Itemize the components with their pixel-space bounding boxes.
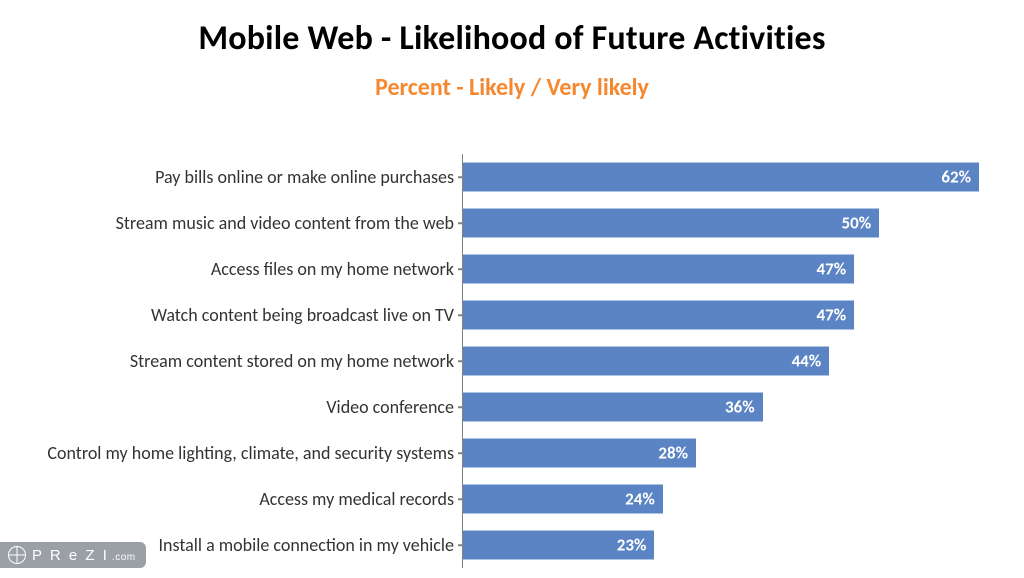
prezi-watermark: P R e Z I .com — [0, 542, 146, 568]
bar: 47% — [463, 255, 854, 284]
axis-area: 50% — [462, 200, 1004, 246]
axis-area: 36% — [462, 384, 1004, 430]
bar-value-label: 36% — [725, 397, 763, 418]
bar-value-label: 28% — [658, 443, 696, 464]
bar: 47% — [463, 301, 854, 330]
category-label: Watch content being broadcast live on TV — [0, 304, 462, 326]
bar-value-label: 47% — [817, 305, 855, 326]
bar-chart: Pay bills online or make online purchase… — [0, 154, 1004, 578]
bar: 44% — [463, 347, 829, 376]
axis-area: 62% — [462, 154, 1004, 200]
bar: 50% — [463, 209, 879, 238]
bar-value-label: 62% — [941, 167, 979, 188]
axis-area: 23% — [462, 522, 1004, 568]
bar-value-label: 47% — [817, 259, 855, 280]
chart-row: Access files on my home network 47% — [0, 246, 1004, 292]
axis-area: 28% — [462, 430, 1004, 476]
chart-subtitle: Percent - Likely / Very likely — [0, 73, 1024, 102]
category-label: Stream music and video content from the … — [0, 212, 462, 234]
bar: 24% — [463, 485, 663, 514]
category-label: Pay bills online or make online purchase… — [0, 166, 462, 188]
category-label: Access my medical records — [0, 488, 462, 510]
globe-icon — [8, 546, 26, 564]
category-label: Video conference — [0, 396, 462, 418]
bar: 62% — [463, 163, 979, 192]
bar: 23% — [463, 531, 654, 560]
category-label: Control my home lighting, climate, and s… — [0, 442, 462, 464]
bar-value-label: 50% — [842, 213, 880, 234]
chart-row: Pay bills online or make online purchase… — [0, 154, 1004, 200]
prezi-suffix: .com — [112, 552, 136, 563]
chart-row: Stream music and video content from the … — [0, 200, 1004, 246]
bar-value-label: 24% — [625, 489, 663, 510]
bar: 28% — [463, 439, 696, 468]
category-label: Access files on my home network — [0, 258, 462, 280]
bar-value-label: 23% — [617, 535, 655, 556]
chart-row: Stream content stored on my home network… — [0, 338, 1004, 384]
chart-title: Mobile Web - Likelihood of Future Activi… — [0, 18, 1024, 59]
chart-row: Watch content being broadcast live on TV… — [0, 292, 1004, 338]
prezi-brand-text: P R e Z I — [32, 547, 109, 564]
bar-value-label: 44% — [792, 351, 830, 372]
axis-area: 24% — [462, 476, 1004, 522]
axis-area: 47% — [462, 246, 1004, 292]
bar: 36% — [463, 393, 763, 422]
chart-row: Video conference 36% — [0, 384, 1004, 430]
chart-row: Access my medical records 24% — [0, 476, 1004, 522]
chart-row: Install a mobile connection in my vehicl… — [0, 522, 1004, 568]
axis-area: 47% — [462, 292, 1004, 338]
chart-row: Control my home lighting, climate, and s… — [0, 430, 1004, 476]
axis-area: 44% — [462, 338, 1004, 384]
category-label: Stream content stored on my home network — [0, 350, 462, 372]
